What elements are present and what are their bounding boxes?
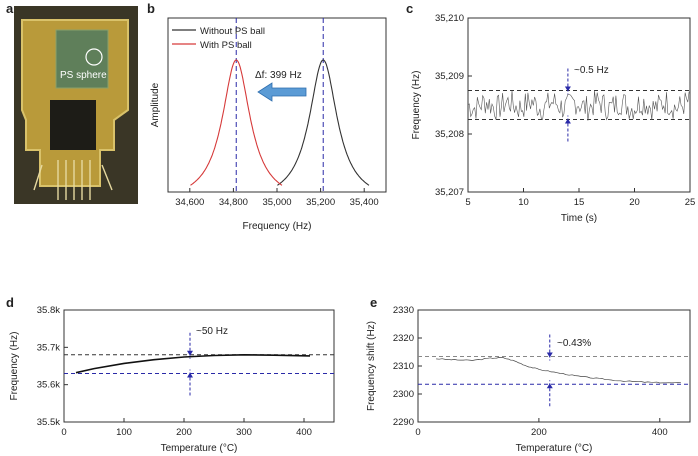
- plot-b-series: [190, 59, 370, 186]
- panel-a: a PS sphere: [6, 1, 138, 204]
- y-tick-label: 35.8k: [37, 305, 60, 316]
- series-line-shift: [436, 356, 681, 384]
- x-tick-label: 34,800: [219, 197, 248, 208]
- y-tick-label: 35.6k: [37, 380, 60, 391]
- noise-arrow-top-head-icon: [564, 86, 571, 92]
- shift-annotation: Δf: 399 Hz: [255, 70, 302, 81]
- chip-window: [50, 100, 96, 150]
- plot-e-xlabel: Temperature (°C): [516, 443, 593, 454]
- legend-label-without: Without PS ball: [200, 26, 265, 37]
- panel-e: e 0 200 400 2290 2300 2310 2320 2330 ~0.43% Fre…: [366, 295, 691, 454]
- plot-b-ticks: 34,600 34,800 35,000 35,200 35,400: [175, 188, 379, 208]
- ps-sphere-label: PS sphere: [60, 70, 107, 81]
- plot-d-series: [75, 353, 311, 374]
- x-tick-label: 300: [236, 427, 252, 438]
- plot-d-guides: [64, 332, 334, 396]
- panel-letter-c: c: [406, 1, 413, 16]
- shift-percent-annotation: ~0.43%: [557, 338, 591, 349]
- y-tick-label: 35.7k: [37, 342, 60, 353]
- plot-c-ticks: 5 10 15 20 25 35,207 35,208 35,209 35,210: [435, 13, 695, 208]
- drift-arrow-top-head-icon: [187, 350, 193, 356]
- x-tick-label: 15: [574, 197, 585, 208]
- series-line-with-ps: [190, 59, 283, 186]
- noise-annotation: ~0.5 Hz: [574, 65, 609, 76]
- x-tick-label: 35,400: [350, 197, 379, 208]
- panel-letter-d: d: [6, 295, 14, 310]
- plot-c-xlabel: Time (s): [561, 213, 597, 224]
- drift-annotation: ~50 Hz: [196, 326, 228, 337]
- series-line-frequency: [75, 353, 311, 374]
- x-tick-label: 20: [629, 197, 640, 208]
- plot-d-ylabel: Frequency (Hz): [9, 332, 20, 401]
- panel-c: c 5 10 15 20 25 35,207 35,208 35,209 35,210 ~0.5…: [406, 1, 695, 224]
- series-line-without-ps: [277, 59, 370, 186]
- x-tick-label: 25: [685, 197, 696, 208]
- panel-letter-e: e: [370, 295, 377, 310]
- plot-d-xlabel: Temperature (°C): [161, 443, 238, 454]
- x-tick-label: 200: [531, 427, 547, 438]
- plot-b-legend: Without PS ball With PS ball: [172, 26, 265, 51]
- legend-label-with: With PS ball: [200, 40, 252, 51]
- panel-b: b 34,600 34,800 35,000 35,200 35,400 Without…: [147, 1, 387, 232]
- x-tick-label: 400: [652, 427, 668, 438]
- plot-e-series: [436, 356, 681, 384]
- chip-membrane: [55, 29, 109, 89]
- chip-traces: [33, 160, 113, 200]
- y-tick-label: 35,207: [435, 187, 464, 198]
- y-tick-label: 2290: [393, 417, 414, 428]
- y-tick-label: 35,209: [435, 71, 464, 82]
- plot-e-ylabel: Frequency shift (Hz): [366, 321, 377, 411]
- x-tick-label: 200: [176, 427, 192, 438]
- plot-d-ticks: 0 100 200 300 400 35.5k 35.6k 35.7k 35.8k: [37, 305, 312, 438]
- shift-arrow-top-head-icon: [546, 352, 553, 358]
- shift-arrow-bottom-head-icon: [546, 383, 553, 389]
- y-tick-label: 2300: [393, 389, 414, 400]
- x-tick-label: 5: [465, 197, 470, 208]
- plot-d-frame: [63, 309, 335, 423]
- y-tick-label: 35,208: [435, 129, 464, 140]
- series-line-noise: [467, 90, 690, 121]
- x-tick-label: 35,200: [306, 197, 335, 208]
- plot-b-ylabel: Amplitude: [150, 82, 161, 127]
- y-tick-label: 2310: [393, 361, 414, 372]
- panel-letter-b: b: [147, 1, 155, 16]
- x-tick-label: 10: [518, 197, 529, 208]
- plot-c-guides: [468, 68, 690, 142]
- y-tick-label: 35.5k: [37, 417, 60, 428]
- plot-c-series: [467, 90, 690, 121]
- x-tick-label: 100: [116, 427, 132, 438]
- panel-d: d 0 100 200 300 400 35.5k 35.6k 35.7k 35.8k ~50 …: [6, 295, 335, 454]
- plot-e-ticks: 0 200 400 2290 2300 2310 2320 2330: [393, 305, 668, 438]
- plot-b-guides: [235, 18, 324, 192]
- x-tick-label: 0: [415, 427, 420, 438]
- ps-sphere-marker-icon: [85, 48, 103, 66]
- plot-e-guides: [418, 334, 690, 407]
- plot-b-xlabel: Frequency (Hz): [243, 221, 312, 232]
- plot-c-ylabel: Frequency (Hz): [411, 71, 422, 140]
- plot-e-frame: [417, 309, 691, 423]
- shift-arrow-icon: [257, 82, 307, 102]
- y-tick-label: 35,210: [435, 13, 464, 24]
- x-tick-label: 400: [296, 427, 312, 438]
- y-tick-label: 2330: [393, 305, 414, 316]
- y-tick-label: 2320: [393, 333, 414, 344]
- x-tick-label: 0: [61, 427, 66, 438]
- noise-arrow-bottom-head-icon: [564, 118, 571, 124]
- x-tick-label: 35,000: [262, 197, 291, 208]
- panel-letter-a: a: [6, 1, 14, 16]
- drift-arrow-bottom-head-icon: [187, 372, 193, 378]
- x-tick-label: 34,600: [175, 197, 204, 208]
